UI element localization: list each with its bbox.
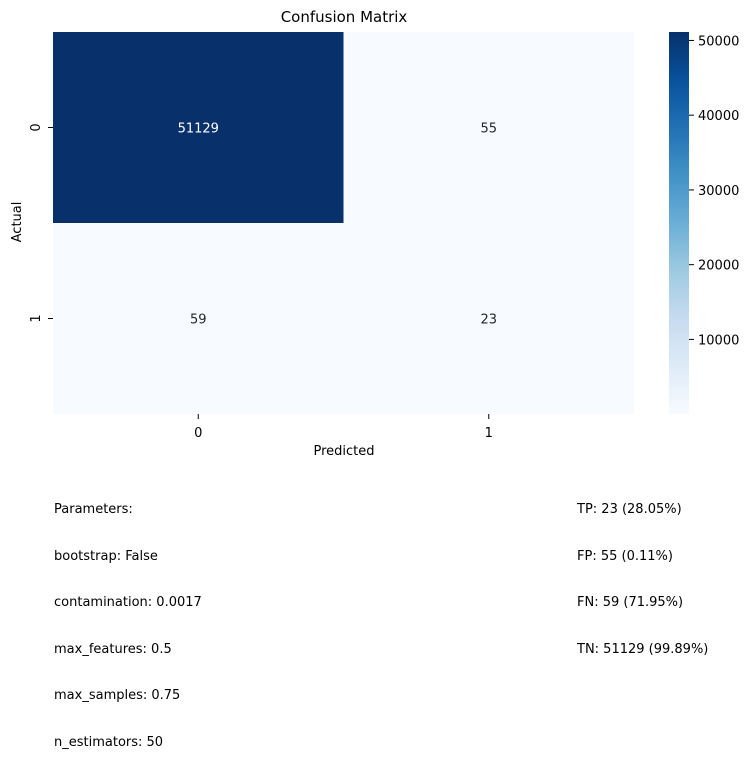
y-axis-label: Actual xyxy=(10,202,25,243)
cell-annotation-0-1: 55 xyxy=(480,122,497,137)
colorbar-tick-label-4: 50000 xyxy=(698,34,739,49)
heatmap-cell-0-1 xyxy=(343,32,634,223)
colorbar-tick-label-0: 10000 xyxy=(698,333,739,348)
colorbar-tick-label-1: 20000 xyxy=(698,259,739,274)
cell-annotation-0-0: 51129 xyxy=(178,122,219,137)
parameter-line: max_samples: 0.75 xyxy=(54,688,181,703)
metric-line: TN: 51129 (99.89%) xyxy=(577,641,709,657)
parameter-line: n_estimators: 50 xyxy=(54,734,164,750)
y-tick-label-1: 1 xyxy=(29,314,44,322)
heatmap-cell-1-1 xyxy=(343,223,634,414)
heatmap-cells xyxy=(53,32,634,414)
metric-line: FN: 59 (71.95%) xyxy=(577,595,684,610)
x-tick-label-0: 0 xyxy=(194,426,202,441)
colorbar-axis: 10000 20000 30000 40000 50000 xyxy=(689,34,739,348)
cell-annotation-1-1: 23 xyxy=(480,313,497,328)
colorbar-tick-label-2: 30000 xyxy=(698,184,739,199)
x-tick-label-1: 1 xyxy=(485,426,493,441)
cell-annotation-1-0: 59 xyxy=(190,313,207,328)
x-axis-label: Predicted xyxy=(313,444,374,459)
metric-line: FP: 55 (0.11%) xyxy=(577,548,673,564)
cell-annotations: 51129 55 59 23 xyxy=(178,122,497,328)
parameters-text: Parameters: bootstrap: False contaminati… xyxy=(54,471,202,766)
colorbar xyxy=(669,32,689,414)
heatmap-cell-0-0 xyxy=(53,32,344,223)
colorbar-tick-label-3: 40000 xyxy=(698,109,739,124)
chart-title: Confusion Matrix xyxy=(281,8,408,26)
metrics-text: TP: 23 (28.05%) FP: 55 (0.11%) FN: 59 (7… xyxy=(577,471,708,673)
metric-line: TP: 23 (28.05%) xyxy=(577,502,682,517)
parameter-line: contamination: 0.0017 xyxy=(54,595,202,610)
y-axis: 01 xyxy=(29,123,53,323)
heatmap-cell-1-0 xyxy=(53,223,344,414)
parameter-line: max_features: 0.5 xyxy=(54,641,172,657)
parameters-heading: Parameters: xyxy=(54,502,133,517)
y-tick-label-0: 0 xyxy=(29,123,44,131)
parameter-line: bootstrap: False xyxy=(54,548,158,564)
